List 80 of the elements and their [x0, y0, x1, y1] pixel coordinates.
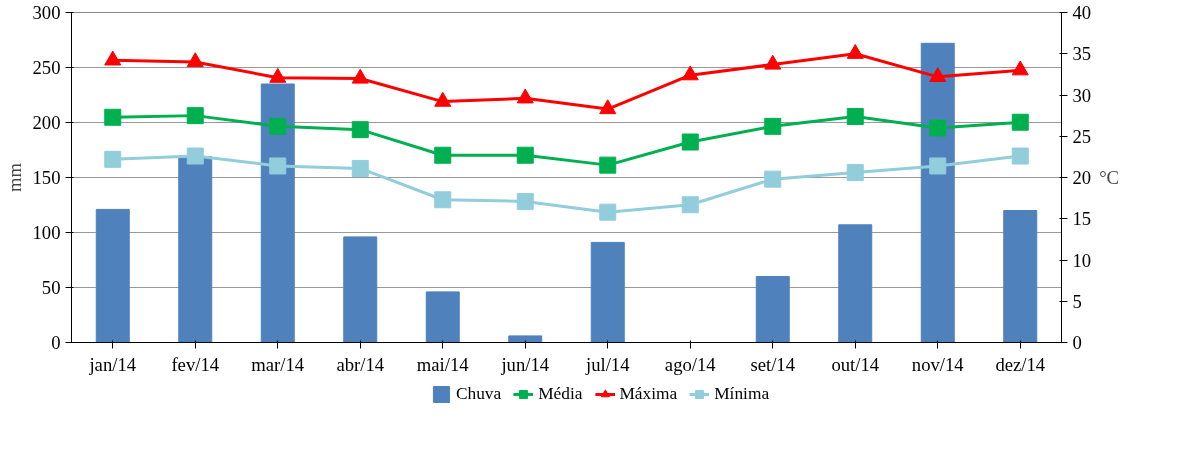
point: [351, 68, 369, 84]
point: [269, 157, 287, 175]
point: [681, 65, 699, 81]
x-tick-label: jul/14: [584, 353, 631, 375]
x-tick-label: jun/14: [500, 353, 550, 375]
point: [434, 91, 452, 107]
point: [1011, 113, 1029, 131]
point: [516, 88, 534, 104]
point: [186, 52, 204, 68]
x-tick-label: mai/14: [416, 353, 470, 375]
bar: [838, 224, 873, 343]
point: [846, 44, 864, 59]
x-tick-label: set/14: [750, 353, 796, 375]
point: [599, 203, 617, 221]
y2-tick-label: 40: [1072, 2, 1092, 23]
point: [764, 54, 782, 70]
point: [104, 50, 122, 66]
point: [929, 119, 947, 137]
point: [269, 67, 287, 83]
y2-tick-label: 15: [1072, 208, 1092, 230]
legend-label: Chuva: [455, 384, 502, 404]
y2-tick-label: 0: [1072, 332, 1082, 353]
point: [104, 150, 122, 168]
point: [1011, 147, 1029, 165]
x-tick-label: abr/14: [336, 353, 385, 375]
y-tick-label: 250: [32, 57, 61, 78]
point: [351, 121, 369, 139]
bar: [260, 83, 295, 343]
y-tick-label: 50: [41, 277, 61, 298]
y2-tick-label: 30: [1072, 84, 1092, 106]
x-tick-label: fev/14: [171, 353, 220, 375]
y2-tick-label: 5: [1072, 290, 1082, 312]
x-tick-label: out/14: [831, 353, 880, 375]
point: [681, 196, 699, 214]
point: [516, 192, 534, 210]
x-tick-label: mar/14: [251, 353, 305, 375]
point: [846, 164, 864, 182]
y2-axis-title: °C: [1099, 167, 1120, 188]
point: [186, 147, 204, 165]
bar: [425, 291, 460, 343]
point: [104, 108, 122, 126]
x-tick-label: dez/14: [995, 353, 1046, 375]
bar: [343, 236, 378, 343]
point: [269, 117, 287, 135]
point: [434, 191, 452, 209]
y-tick-label: 300: [32, 2, 61, 23]
point: [929, 67, 947, 82]
bar: [755, 276, 790, 343]
point: [929, 157, 947, 175]
point: [599, 156, 617, 174]
point: [434, 146, 452, 164]
legend-label: Máxima: [619, 384, 678, 404]
point: [599, 99, 617, 115]
point: [681, 133, 699, 151]
y2-tick-label: 20: [1072, 167, 1092, 188]
bar: [508, 335, 543, 343]
y-tick-label: 150: [32, 167, 61, 188]
point: [516, 146, 534, 164]
x-tick-label: jan/14: [88, 353, 137, 375]
point: [351, 159, 369, 177]
y-tick-label: 0: [51, 332, 61, 353]
point: [186, 107, 204, 125]
point: [764, 170, 782, 188]
y2-tick-label: 10: [1072, 249, 1092, 271]
legend-label: Média: [538, 384, 583, 404]
point: [846, 107, 864, 125]
x-tick-label: ago/14: [664, 353, 717, 375]
legend-label: Mínima: [714, 384, 770, 404]
point: [764, 117, 782, 135]
bar: [95, 208, 130, 343]
x-tick-label: nov/14: [911, 353, 965, 375]
bar: [590, 241, 625, 343]
bar: [178, 156, 213, 343]
y-tick-label: 200: [32, 112, 61, 133]
y2-tick-label: 25: [1072, 125, 1092, 147]
bar: [1003, 210, 1038, 343]
y2-tick-label: 35: [1072, 43, 1092, 65]
y-axis-title: mm: [3, 162, 25, 193]
point: [1011, 60, 1029, 76]
y-tick-label: 100: [32, 222, 61, 243]
